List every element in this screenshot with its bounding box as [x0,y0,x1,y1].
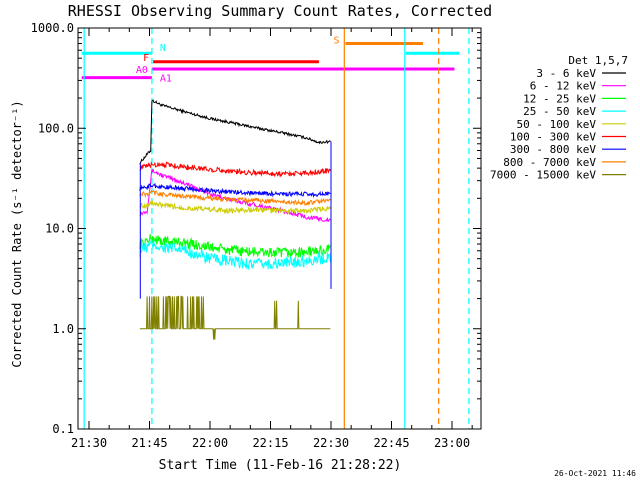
y-tick-label: 1000.0 [31,21,74,35]
y-tick-label: 1.0 [52,322,74,336]
legend-label: 25 - 50 keV [523,105,596,118]
x-tick-label: 23:00 [434,436,470,450]
legend-label: 3 - 6 keV [536,67,596,80]
y-tick-label: 0.1 [52,422,74,436]
series-line [139,161,331,178]
series-line [139,99,331,165]
series-line [139,182,331,199]
series-line [139,200,331,215]
series-line [139,295,331,340]
series-line [139,238,331,270]
legend-label: 50 - 100 keV [517,118,597,131]
y-tick-label: 100.0 [38,121,74,135]
x-axis-label: Start Time (11-Feb-16 21:28:22) [159,458,402,473]
flag-bars: NF S A0 A1 [81,36,460,85]
x-tick-label: 22:30 [313,436,349,450]
y-axis-label: Corrected Count Rate (s⁻¹ detector⁻¹) [10,100,24,367]
flag-label-f: F [143,53,149,64]
x-tick-label: 22:15 [252,436,288,450]
legend-label: 6 - 12 keV [530,80,597,93]
legend-label: 100 - 300 keV [510,131,596,144]
legend-label: 800 - 7000 keV [503,156,596,169]
x-tick-label: 22:00 [192,436,228,450]
data-series [139,99,332,340]
flag-label-n: N [160,43,166,54]
flag-label-a0: A0 [136,65,148,76]
flag-label-s: S [333,36,339,47]
x-tick-label: 21:30 [71,436,107,450]
x-tick-label: 21:45 [131,436,167,450]
chart-title: RHESSI Observing Summary Count Rates, Co… [68,2,492,20]
legend-label: 7000 - 15000 keV [490,169,596,182]
legend-label: 300 - 800 keV [510,143,596,156]
x-tick-label: 22:45 [373,436,409,450]
series-line [139,189,331,206]
series-line [139,234,331,258]
x-axis-ticks: 21:30 21:45 22:00 22:15 22:30 22:45 23:00 [71,28,473,450]
legend-label: 12 - 25 keV [523,92,596,105]
footer-date: 26-Oct-2021 11:46 [554,469,636,478]
y-axis-ticks: 0.1 1.0 10.0 100.0 1000.0 [31,21,481,436]
flag-label-a1: A1 [160,74,172,85]
legend-title: Det 1,5,7 [568,54,628,67]
y-tick-label: 10.0 [45,222,74,236]
